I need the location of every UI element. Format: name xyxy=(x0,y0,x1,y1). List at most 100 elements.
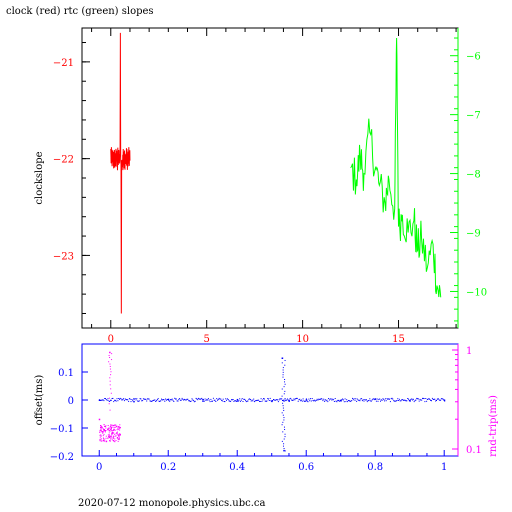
offset-point xyxy=(392,398,394,400)
offset-point xyxy=(157,398,159,400)
top-axis-ticks: 0 5 10 15 −21 −22 −23 −6 −7 −8 −9 −10 xyxy=(53,28,487,345)
offset-point xyxy=(410,398,412,400)
offset-point xyxy=(399,400,401,402)
offset-point xyxy=(341,399,343,401)
offset-point xyxy=(297,400,299,402)
rndtrip-point xyxy=(110,424,112,426)
offset-point xyxy=(338,400,340,402)
rndtrip-point xyxy=(110,392,112,394)
offset-point xyxy=(147,398,149,400)
offset-point xyxy=(358,399,360,401)
bottom-x-tick-label: 1 xyxy=(441,462,447,473)
offset-point xyxy=(170,399,172,401)
offset-point xyxy=(217,399,219,401)
offset-point xyxy=(256,399,258,401)
rndtrip-point xyxy=(110,371,112,373)
offset-point xyxy=(395,400,397,402)
offset-point xyxy=(384,398,386,400)
rndtrip-point xyxy=(115,424,117,426)
offset-point xyxy=(229,400,231,402)
offset-point xyxy=(244,398,246,400)
offset-spike-point xyxy=(284,381,286,383)
offset-point xyxy=(429,399,431,400)
offset-point xyxy=(169,400,171,402)
rndtrip-point xyxy=(100,434,102,436)
offset-point xyxy=(263,398,265,399)
offset-point xyxy=(219,398,221,400)
offset-point xyxy=(225,398,227,400)
offset-point xyxy=(431,400,432,402)
offset-point xyxy=(137,400,139,402)
offset-point xyxy=(241,398,243,400)
offset-point xyxy=(118,398,120,399)
offset-point xyxy=(401,399,403,401)
rndtrip-point xyxy=(102,435,104,437)
rndtrip-point xyxy=(117,427,119,429)
rndtrip-point xyxy=(112,424,114,426)
offset-spike-point xyxy=(283,426,285,428)
offset-point xyxy=(259,400,260,402)
offset-point xyxy=(442,398,444,400)
offset-point xyxy=(266,400,268,402)
rndtrip-point xyxy=(117,434,119,436)
offset-point xyxy=(142,398,144,400)
offset-point xyxy=(349,400,351,402)
offset-point xyxy=(409,400,411,402)
offset-point xyxy=(119,398,120,400)
rndtrip-point xyxy=(117,438,119,440)
offset-point xyxy=(375,400,377,402)
offset-point xyxy=(268,398,269,400)
offset-point xyxy=(323,398,325,400)
rndtrip-point xyxy=(109,409,111,411)
offset-point xyxy=(261,400,263,402)
offset-point xyxy=(255,400,257,402)
offset-point xyxy=(268,400,270,401)
bottom-right-tick-label: 1 xyxy=(466,346,472,357)
offset-point xyxy=(245,401,247,403)
offset-spike-point xyxy=(281,412,283,414)
offset-point xyxy=(299,398,301,400)
offset-point xyxy=(203,400,205,402)
offset-point xyxy=(406,400,408,402)
offset-point xyxy=(202,400,204,402)
offset-point xyxy=(184,398,185,400)
offset-point xyxy=(418,400,420,402)
offset-point xyxy=(199,398,201,400)
offset-point xyxy=(262,399,264,401)
offset-point xyxy=(330,398,332,400)
offset-point xyxy=(371,399,373,401)
rndtrip-point xyxy=(119,428,121,429)
offset-point xyxy=(288,399,290,401)
rndtrip-point xyxy=(113,440,115,442)
offset-point xyxy=(189,401,191,402)
offset-point xyxy=(320,398,322,400)
bottom-y-tick-label: 0.1 xyxy=(58,368,74,379)
offset-point xyxy=(197,399,199,401)
rndtrip-point xyxy=(107,428,109,430)
offset-spike-point xyxy=(281,424,283,426)
offset-point xyxy=(205,400,207,401)
rndtrip-point xyxy=(119,433,121,435)
rndtrip-point xyxy=(114,441,116,443)
offset-point xyxy=(227,399,229,400)
offset-point xyxy=(108,400,110,402)
offset-spike-point xyxy=(282,357,284,359)
offset-point xyxy=(280,398,282,400)
offset-spike-point xyxy=(282,374,284,376)
offset-point xyxy=(161,399,163,401)
offset-point xyxy=(398,398,400,400)
rndtrip-point xyxy=(114,430,116,431)
bottom-x-tick-label: 0 xyxy=(96,462,102,473)
offset-point xyxy=(209,401,211,403)
rndtrip-point xyxy=(116,432,118,434)
offset-point xyxy=(240,400,241,402)
rndtrip-point xyxy=(117,429,119,431)
offset-point xyxy=(215,401,217,402)
offset-point xyxy=(303,400,305,402)
rndtrip-point xyxy=(110,440,111,442)
offset-point xyxy=(436,398,438,400)
bottom-x-tick-label: 0.8 xyxy=(367,462,383,473)
offset-point xyxy=(426,400,428,402)
rndtrip-point xyxy=(116,429,118,431)
offset-point xyxy=(234,400,236,402)
